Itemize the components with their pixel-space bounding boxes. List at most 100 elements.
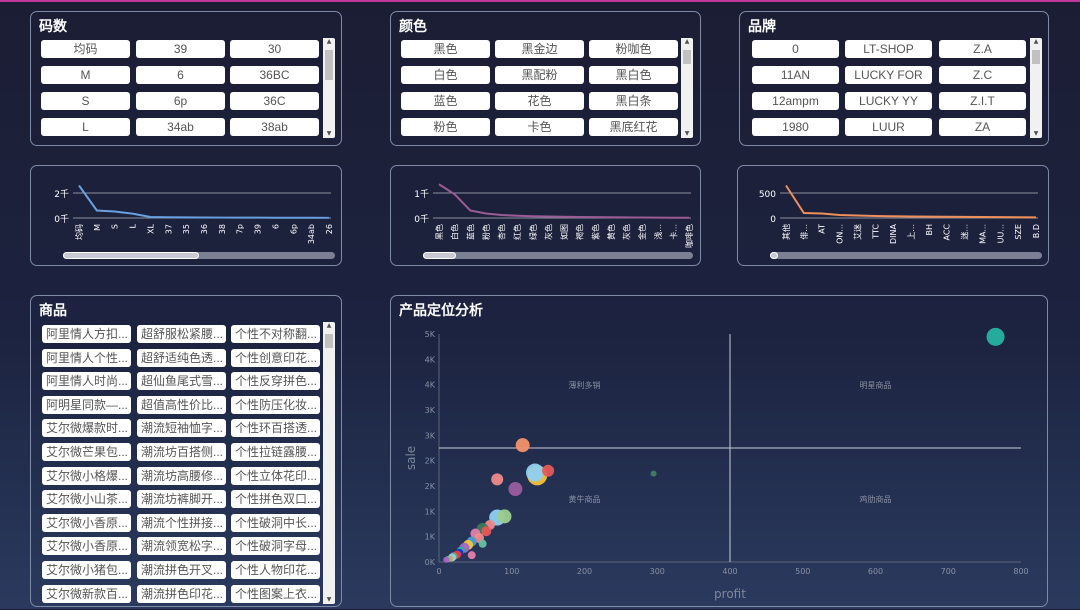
filter-option[interactable]: Z.A (939, 40, 1026, 58)
filter-option[interactable]: S (41, 92, 130, 110)
scrollbar-thumb[interactable] (683, 50, 691, 64)
scatter-point[interactable] (497, 509, 512, 524)
size-list-scrollbar[interactable]: ▲ ▼ (323, 38, 335, 138)
scatter-point[interactable] (526, 463, 545, 482)
scroll-up-arrow-icon[interactable]: ▲ (326, 322, 332, 329)
scrollbar-thumb[interactable] (325, 334, 333, 348)
scroll-down-arrow-icon[interactable]: ▼ (1033, 130, 1039, 137)
filter-option[interactable]: 个性人物印花... (231, 561, 320, 579)
filter-option[interactable]: 黑金边 (495, 40, 584, 58)
filter-option[interactable]: 花色 (495, 92, 584, 110)
brand-list-scrollbar[interactable]: ▲ ▼ (1030, 38, 1042, 138)
filter-option[interactable]: 潮流领宽松字... (137, 537, 226, 556)
scrollbar-thumb[interactable] (770, 252, 778, 259)
scrollbar-thumb[interactable] (325, 50, 333, 80)
filter-option[interactable]: 艾尔微小山茶... (42, 490, 131, 509)
brand-chart-scrollbar[interactable] (770, 252, 1042, 259)
filter-option[interactable]: 均码 (41, 40, 130, 58)
filter-option[interactable]: 粉咖色 (589, 40, 678, 58)
filter-option[interactable]: L (41, 118, 130, 136)
filter-option[interactable]: 个性创意印花... (231, 348, 320, 367)
filter-option[interactable]: 艾尔微小香原... (42, 537, 131, 556)
filter-option[interactable]: 黑底红花 (589, 118, 678, 136)
filter-option[interactable]: 阿里情人个性... (42, 348, 131, 367)
filter-option[interactable]: 超舒服松紧腰... (137, 325, 226, 343)
scatter-point[interactable] (508, 482, 523, 497)
filter-option[interactable]: 个性拼色双口... (231, 490, 320, 509)
filter-option[interactable]: 黑白条 (589, 92, 678, 110)
scroll-up-arrow-icon[interactable]: ▲ (684, 38, 690, 45)
scatter-point[interactable] (467, 551, 476, 560)
filter-option[interactable]: 黑色 (401, 40, 490, 58)
filter-option[interactable]: 个性拉链露腰... (231, 443, 320, 461)
filter-option[interactable]: 个性环百搭透... (231, 419, 320, 438)
filter-option[interactable]: 36BC (230, 66, 319, 84)
filter-option[interactable]: LT-SHOP (845, 40, 932, 58)
filter-option[interactable]: 阿里情人方扣... (42, 325, 131, 343)
filter-option[interactable]: 30 (230, 40, 319, 58)
filter-option[interactable]: 个性防压化妆... (231, 395, 320, 414)
filter-option[interactable]: 黑白色 (589, 66, 678, 84)
filter-option[interactable]: 潮流拼色开叉... (137, 561, 226, 579)
filter-option[interactable]: 卡色 (495, 118, 584, 136)
filter-option[interactable]: 34ab (136, 118, 225, 136)
scrollbar-thumb[interactable] (423, 252, 456, 259)
filter-option[interactable]: 个性不对称翻... (231, 325, 320, 343)
filter-option[interactable]: LUUR (845, 118, 932, 136)
filter-option[interactable]: 艾尔微新款百... (42, 584, 131, 603)
filter-option[interactable]: 潮流拼色印花... (137, 584, 226, 603)
scroll-down-arrow-icon[interactable]: ▼ (326, 130, 332, 137)
filter-option[interactable]: 阿里情人时尚... (42, 372, 131, 391)
filter-option[interactable]: 潮流个性拼接... (137, 513, 226, 532)
scatter-point[interactable] (542, 464, 555, 477)
filter-option[interactable]: 潮流坊裤脚开... (137, 490, 226, 509)
color-list-scrollbar[interactable]: ▲ ▼ (681, 38, 693, 138)
filter-option[interactable]: 阿明星同款—... (42, 395, 131, 414)
filter-option[interactable]: M (41, 66, 130, 84)
filter-option[interactable]: 39 (136, 40, 225, 58)
filter-option[interactable]: 6 (136, 66, 225, 84)
filter-option[interactable]: 潮流短袖恤字... (137, 419, 226, 438)
filter-option[interactable]: LUCKY YY (845, 92, 932, 110)
scroll-down-arrow-icon[interactable]: ▼ (326, 596, 332, 603)
product-list-scrollbar[interactable]: ▲ ▼ (323, 322, 335, 604)
size-chart-scrollbar[interactable] (63, 252, 335, 259)
scatter-point[interactable] (491, 473, 504, 486)
filter-option[interactable]: Z.I.T (939, 92, 1026, 110)
filter-option[interactable]: 0 (752, 40, 839, 58)
filter-option[interactable]: 潮流坊百搭侧... (137, 443, 226, 461)
scrollbar-thumb[interactable] (1032, 50, 1040, 64)
filter-option[interactable]: 超值高性价比... (137, 395, 226, 414)
color-chart-scrollbar[interactable] (423, 252, 693, 259)
scrollbar-thumb[interactable] (63, 252, 199, 259)
scatter-point[interactable] (443, 556, 450, 563)
filter-option[interactable]: LUCKY FOR (845, 66, 932, 84)
filter-option[interactable]: 潮流坊高腰修... (137, 466, 226, 485)
filter-option[interactable]: 38ab (230, 118, 319, 136)
filter-option[interactable]: 粉色 (401, 118, 490, 136)
filter-option[interactable]: 个性反穿拼色... (231, 372, 320, 391)
scatter-point[interactable] (986, 327, 1005, 346)
filter-option[interactable]: 艾尔微爆款时... (42, 419, 131, 438)
filter-option[interactable]: 个性立体花印... (231, 466, 320, 485)
filter-option[interactable]: 艾尔微小香原... (42, 513, 131, 532)
scatter-point[interactable] (478, 539, 487, 548)
scatter-point[interactable] (481, 526, 492, 537)
filter-option[interactable]: 11AN (752, 66, 839, 84)
scatter-point[interactable] (650, 470, 657, 477)
filter-option[interactable]: 蓝色 (401, 92, 490, 110)
filter-option[interactable]: 超舒适纯色透... (137, 348, 226, 367)
filter-option[interactable]: 12ampm (752, 92, 839, 110)
scroll-down-arrow-icon[interactable]: ▼ (684, 130, 690, 137)
filter-option[interactable]: 6p (136, 92, 225, 110)
filter-option[interactable]: 超仙鱼尾式雪... (137, 372, 226, 391)
scroll-up-arrow-icon[interactable]: ▲ (326, 38, 332, 45)
scatter-point[interactable] (515, 438, 530, 453)
filter-option[interactable]: 艾尔微小格爆... (42, 466, 131, 485)
filter-option[interactable]: 艾尔微小猪包... (42, 561, 131, 579)
filter-option[interactable]: 艾尔微芒果包... (42, 443, 131, 461)
scroll-up-arrow-icon[interactable]: ▲ (1033, 38, 1039, 45)
filter-option[interactable]: 36C (230, 92, 319, 110)
filter-option[interactable]: 个性图案上衣... (231, 584, 320, 603)
filter-option[interactable]: 白色 (401, 66, 490, 84)
